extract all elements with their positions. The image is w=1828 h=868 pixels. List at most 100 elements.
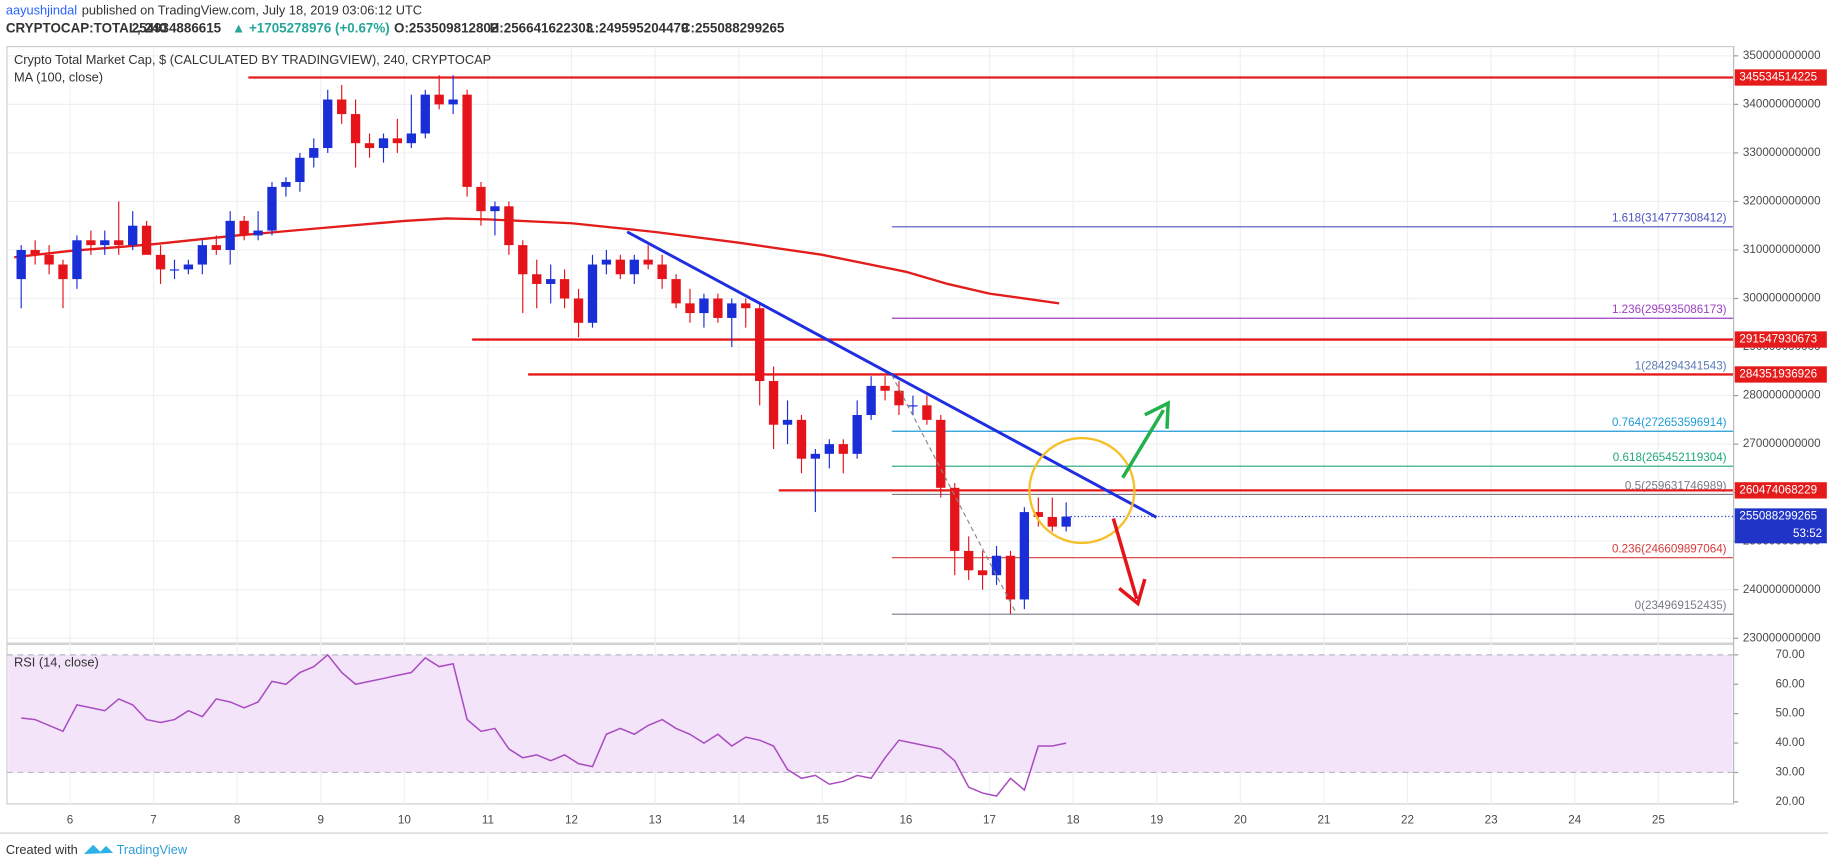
candle-body bbox=[114, 240, 124, 246]
candle-body bbox=[629, 259, 639, 275]
footer-brand[interactable]: TradingView bbox=[117, 842, 188, 857]
y-tick-label: 60.00 bbox=[1776, 677, 1806, 690]
x-tick-label: 10 bbox=[398, 813, 411, 826]
candle-body bbox=[643, 259, 653, 265]
candle-body bbox=[211, 245, 221, 250]
candle-body bbox=[183, 264, 194, 270]
level-tag bbox=[1734, 69, 1827, 86]
price-panel bbox=[6, 46, 1735, 644]
candle-body bbox=[991, 555, 1002, 576]
candle-body bbox=[448, 99, 458, 105]
candle-body bbox=[1061, 516, 1071, 527]
candle-body bbox=[434, 94, 444, 105]
candle-body bbox=[462, 94, 472, 187]
candle-body bbox=[30, 249, 40, 255]
candle-body bbox=[253, 230, 263, 236]
y-tick-label: 40.00 bbox=[1776, 736, 1806, 749]
candle-body bbox=[852, 415, 862, 454]
fib-anchor bbox=[891, 374, 1018, 615]
candle-body bbox=[309, 148, 319, 158]
chart-title: Crypto Total Market Cap, $ (CALCULATED B… bbox=[14, 52, 491, 67]
candle-body bbox=[824, 444, 834, 454]
y-tick-label: 20.00 bbox=[1776, 795, 1806, 808]
candle-body bbox=[796, 419, 807, 459]
y-tick-label: 50.00 bbox=[1776, 707, 1806, 720]
ohlc-open: O:253509812802 bbox=[394, 21, 498, 36]
footer-created: Created with bbox=[6, 842, 78, 857]
candle-body bbox=[1047, 516, 1057, 527]
annotations bbox=[626, 230, 1171, 615]
up-arrow-head bbox=[1144, 400, 1171, 429]
y-tick-label: 70.00 bbox=[1776, 648, 1806, 661]
candle-body bbox=[768, 381, 779, 425]
x-tick-label: 14 bbox=[732, 813, 745, 826]
y-tick-label: 240000000000 bbox=[1743, 583, 1821, 596]
trend-line bbox=[626, 230, 1158, 519]
candle-body bbox=[197, 245, 208, 265]
candle-body bbox=[86, 240, 96, 246]
x-tick-label: 22 bbox=[1401, 813, 1414, 826]
candle-body bbox=[922, 405, 932, 420]
candle-body bbox=[476, 186, 486, 212]
candle-body bbox=[615, 259, 625, 275]
fib-label: 1(284294341543) bbox=[1635, 360, 1727, 373]
x-tick-label: 17 bbox=[983, 813, 996, 826]
ohlc-high: H:256641622303 bbox=[490, 21, 594, 36]
candle-body bbox=[727, 303, 737, 318]
up-arrow bbox=[1121, 409, 1165, 479]
rsi-title: RSI (14, close) bbox=[14, 654, 99, 669]
x-tick-label: 16 bbox=[899, 813, 912, 826]
candle-body bbox=[532, 274, 542, 284]
x-tick-label: 6 bbox=[67, 813, 73, 826]
change: ▲ +1705278976 (+0.67%) bbox=[232, 21, 390, 36]
countdown: 53:52 bbox=[1793, 527, 1822, 540]
candle-body bbox=[364, 143, 375, 149]
candle-body bbox=[950, 487, 960, 551]
candle-body bbox=[573, 298, 584, 323]
candle-body bbox=[58, 264, 68, 280]
published: published on TradingView.com, July 18, 2… bbox=[82, 3, 422, 18]
last-price-tag bbox=[1734, 508, 1827, 544]
y-tick-label: 300000000000 bbox=[1743, 292, 1821, 305]
candle-body bbox=[741, 303, 751, 309]
candle-body bbox=[699, 298, 709, 314]
level-tag bbox=[1734, 331, 1827, 348]
y-tick-label: 350000000000 bbox=[1743, 49, 1821, 62]
level-tag-text: 345534514225 bbox=[1739, 71, 1817, 84]
candle-body bbox=[671, 279, 681, 304]
candle-body bbox=[546, 279, 556, 284]
rsi-band bbox=[8, 654, 1733, 773]
candle-body bbox=[782, 419, 793, 425]
candle-body bbox=[155, 254, 166, 270]
x-tick-label: 12 bbox=[565, 813, 578, 826]
candle-body bbox=[601, 259, 612, 265]
candle-body bbox=[685, 303, 695, 314]
candle-body bbox=[267, 186, 277, 231]
candle-body bbox=[350, 114, 361, 144]
candle-body bbox=[880, 385, 890, 391]
candle-body bbox=[295, 157, 305, 183]
x-tick-label: 13 bbox=[649, 813, 662, 826]
author[interactable]: aayushjindal bbox=[6, 3, 77, 18]
candle-body bbox=[392, 138, 403, 144]
candle-body bbox=[281, 182, 291, 187]
candle-body bbox=[239, 220, 249, 236]
last-price-text: 255088299265 bbox=[1739, 510, 1817, 523]
candle-body bbox=[866, 385, 876, 416]
candle-body bbox=[504, 206, 514, 246]
candle-body bbox=[420, 94, 430, 134]
level-tag bbox=[1734, 482, 1827, 499]
candle-body bbox=[518, 245, 528, 275]
ohlc-close: C:255088299265 bbox=[681, 21, 785, 36]
fib-label: 1.618(314777308412) bbox=[1612, 212, 1727, 225]
ma-label: MA (100, close) bbox=[14, 69, 103, 84]
y-tick-label: 270000000000 bbox=[1743, 437, 1821, 450]
highlight-circle bbox=[1028, 436, 1136, 545]
candle-body bbox=[894, 390, 904, 406]
y-tick-label: 30.00 bbox=[1776, 766, 1806, 779]
x-tick-label: 24 bbox=[1568, 813, 1581, 826]
fib-label: 1.236(295935086173) bbox=[1612, 303, 1727, 316]
y-tick-label: 320000000000 bbox=[1743, 195, 1821, 208]
